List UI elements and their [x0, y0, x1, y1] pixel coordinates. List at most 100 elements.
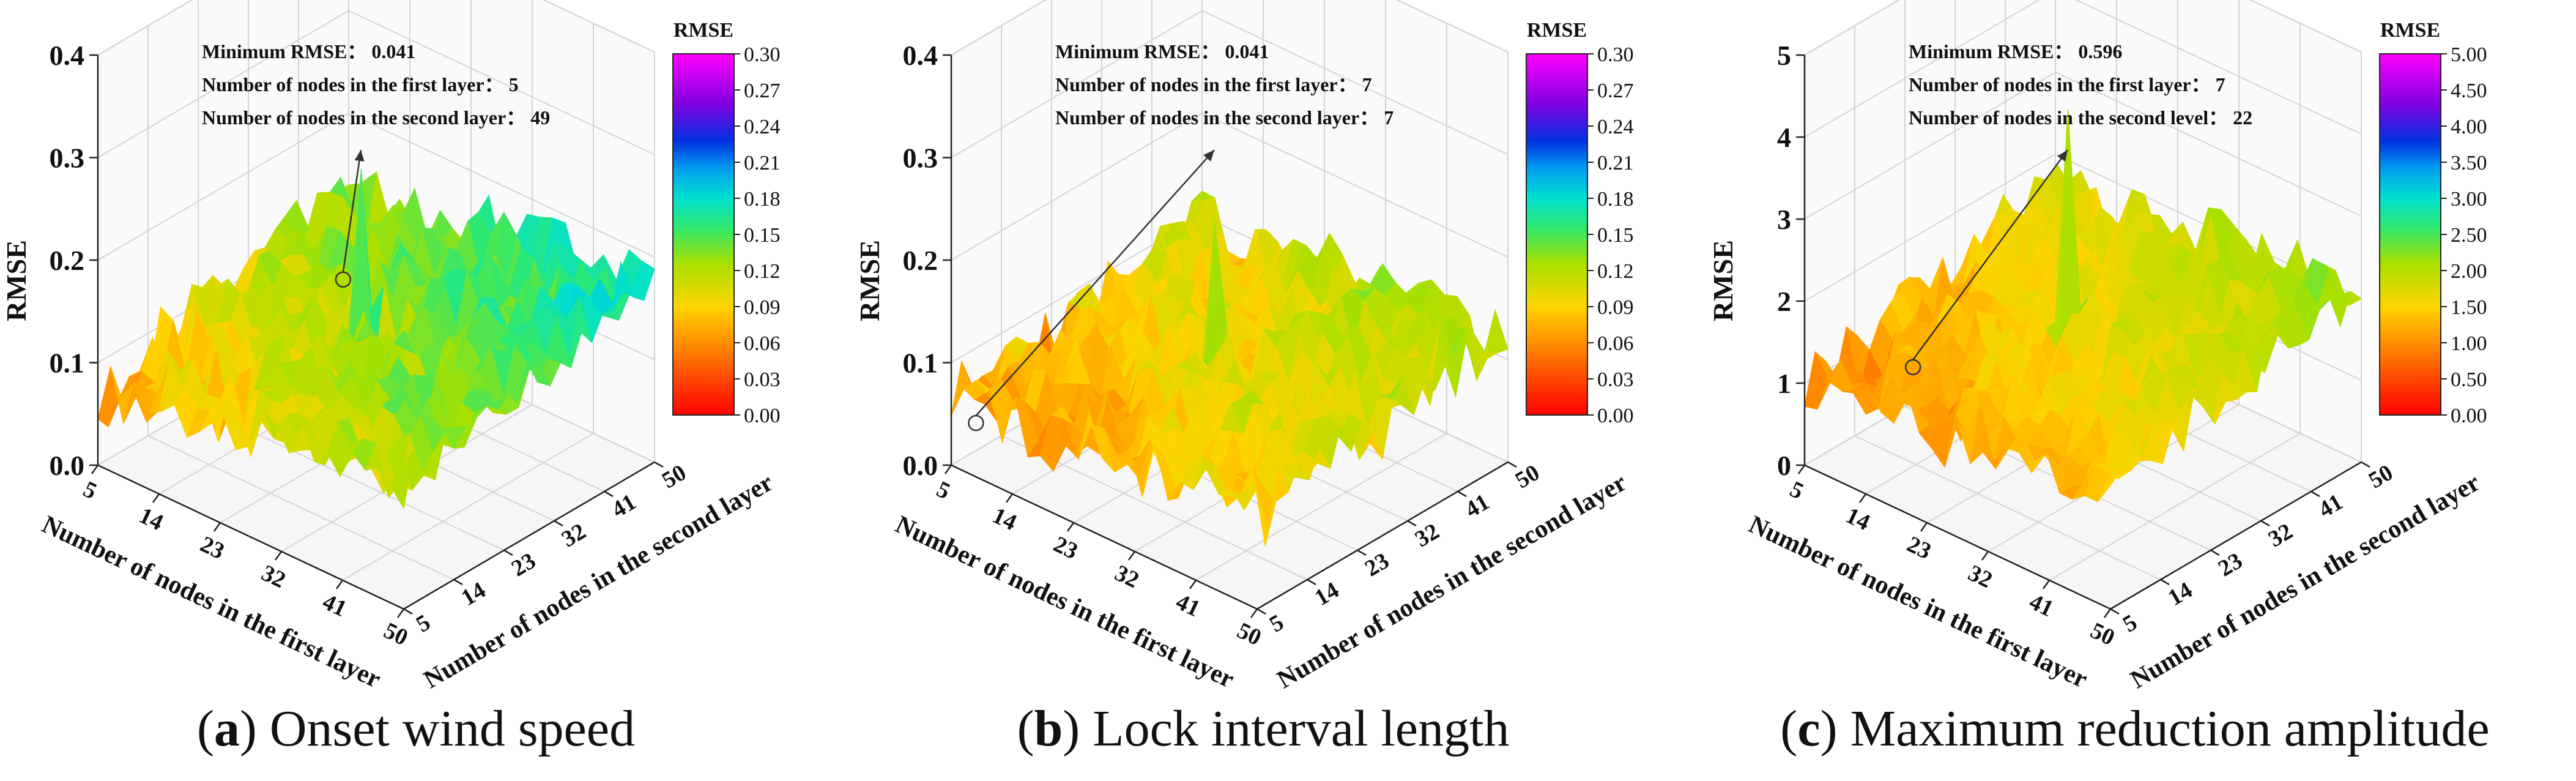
caption-panel-letter: b — [1034, 700, 1063, 757]
annotation-line: Minimum RMSE： 0.041 — [202, 40, 415, 62]
x-tick-label: 50 — [1233, 618, 1265, 651]
z-tick-label: 0.0 — [903, 450, 938, 481]
annotation-line: Minimum RMSE： 0.596 — [1909, 40, 2122, 62]
x-tick-label: 41 — [1172, 589, 1204, 622]
z-axis-label: RMSE — [1707, 240, 1739, 321]
colorbar: RMSE 0.30 0.27 0.24 0.21 0.18 0.15 0.12 0.09 0.06… — [1526, 19, 1634, 427]
colorbar-tick-label: 0.18 — [744, 188, 781, 211]
annotation-label: Minimum RMSE： — [1055, 40, 1220, 62]
colorbar-tick-label: 0.18 — [1597, 188, 1634, 211]
annotation-label: Number of nodes in the first layer： — [1909, 73, 2211, 95]
y-tick-label: 32 — [2264, 518, 2297, 552]
y-tick — [2210, 549, 2220, 556]
x-tick — [152, 493, 160, 503]
caption-title: Lock interval length — [1093, 700, 1509, 757]
colorbar-title: RMSE — [1527, 19, 1587, 42]
annotation-value: 0.041 — [1225, 40, 1269, 62]
colorbar-gradient — [1526, 53, 1588, 416]
y-axis-line — [1256, 461, 1509, 610]
annotation-value: 5 — [509, 73, 519, 95]
surface — [1804, 109, 2362, 503]
colorbar-tick-label: 0.09 — [744, 296, 781, 319]
z-grid-line — [951, 0, 1509, 56]
x-tick-label: 41 — [2025, 589, 2057, 622]
annotation-label: Number of nodes in the first layer： — [1055, 73, 1357, 95]
caption-open-paren: ( — [1017, 700, 1034, 757]
colorbar-tick-label: 0.30 — [744, 43, 781, 66]
y-tick-label: 23 — [2214, 548, 2247, 581]
x-tick-label: 14 — [1842, 503, 1874, 536]
x-tick — [1981, 551, 1989, 561]
x-tick-label: 32 — [258, 560, 289, 593]
y-tick-label: 23 — [507, 548, 540, 581]
colorbar: RMSE 5.00 4.50 4.00 3.50 3.00 2.50 2.00 1.50 1.00… — [2379, 19, 2487, 427]
x-tick-label: 32 — [1111, 560, 1143, 593]
y-tick — [1457, 490, 1467, 498]
x-tick-label: 50 — [2087, 618, 2118, 651]
colorbar-tick-label: 0.09 — [1597, 296, 1634, 319]
y-tick-label: 50 — [2364, 460, 2397, 493]
y-tick — [1307, 578, 1316, 586]
y-tick — [1407, 520, 1417, 527]
y-tick — [1256, 608, 1266, 615]
colorbar-tick-label: 0.00 — [1597, 405, 1634, 427]
annotation-label: Minimum RMSE： — [1909, 40, 2073, 62]
annotation-value: 0.041 — [371, 40, 415, 62]
y-tick — [2110, 608, 2120, 615]
colorbar-title: RMSE — [2380, 19, 2440, 42]
x-tick — [335, 580, 344, 589]
z-tick-label: 0.2 — [50, 245, 85, 276]
x-tick-label: 14 — [135, 503, 167, 536]
annotation-arrow — [975, 149, 1215, 416]
chart-panel-a: Minimum RMSE： 0.041 Number of nodes in the… — [1, 0, 781, 757]
y-tick-label: 5 — [412, 610, 435, 638]
caption-panel-letter: c — [1797, 700, 1820, 757]
colorbar-tick-label: 0.21 — [1597, 152, 1634, 174]
caption-close-paren: ) — [240, 700, 270, 757]
colorbar-tick-label: 4.00 — [2451, 116, 2487, 138]
x-tick — [1066, 522, 1075, 532]
annotation-line: Number of nodes in the first layer： 7 — [1055, 73, 1372, 95]
x-tick-label: 32 — [1964, 560, 1996, 593]
z-tick-label: 4 — [1777, 122, 1791, 153]
x-tick — [1920, 522, 1928, 532]
colorbar-tick-label: 0.06 — [1597, 332, 1634, 355]
panel-caption: (a) Onset wind speed — [197, 700, 635, 757]
chart-panel-c: Minimum RMSE： 0.596 Number of nodes in the… — [1707, 0, 2490, 757]
colorbar-tick-label: 4.50 — [2451, 80, 2487, 102]
colorbar-tick-label: 0.24 — [744, 116, 781, 138]
surface — [951, 190, 1509, 547]
panel-caption: (b) Lock interval length — [1017, 700, 1510, 757]
caption-close-paren: ) — [1063, 700, 1093, 757]
y-tick-label: 23 — [1360, 548, 1394, 581]
annotation-line: Number of nodes in the second layer： 49 — [202, 106, 550, 129]
x-tick-label: 23 — [1903, 531, 1935, 564]
annotation-value: 7 — [2216, 73, 2225, 95]
annotation-arrow — [1912, 149, 2069, 361]
x-tick — [2103, 608, 2112, 618]
caption-title: Onset wind speed — [270, 700, 635, 757]
colorbar-tick-label: 0.00 — [744, 405, 781, 427]
surface-patch — [1244, 482, 1268, 531]
z-tick-label: 1 — [1777, 368, 1791, 399]
colorbar-tick-label: 0.03 — [1597, 368, 1634, 391]
annotation-label: Number of nodes in the first layer： — [202, 73, 504, 95]
annotation-value: 0.596 — [2078, 40, 2122, 62]
x-tick — [274, 551, 283, 561]
y-grid-line — [147, 435, 455, 580]
colorbar-gradient — [672, 53, 735, 416]
colorbar-tick-label: 3.50 — [2451, 152, 2487, 174]
y-tick-label: 41 — [2314, 489, 2347, 523]
z-tick-label: 0.0 — [50, 450, 85, 481]
x-tick — [944, 465, 952, 474]
x-tick-label: 23 — [1050, 531, 1082, 564]
x-tick — [91, 465, 99, 474]
colorbar-tick-label: 5.00 — [2451, 43, 2487, 66]
caption-text: (c) Maximum reduction amplitude — [1780, 700, 2489, 757]
colorbar-tick-label: 0.03 — [744, 368, 781, 391]
x-axis-line — [97, 464, 404, 610]
z-tick-label: 0.3 — [50, 143, 85, 174]
colorbar-tick-label: 0.27 — [1597, 80, 1634, 102]
y-tick — [654, 461, 664, 468]
colorbar-tick-label: 0.15 — [744, 224, 781, 247]
